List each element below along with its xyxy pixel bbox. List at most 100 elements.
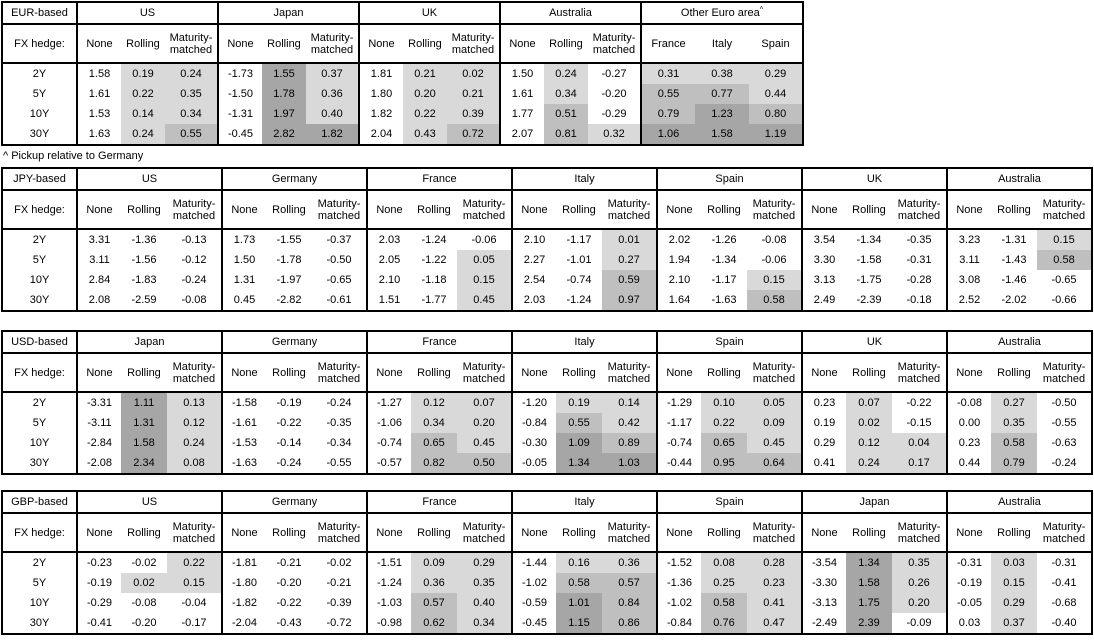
- table-row: 30Y 1.63 0.24 0.55 -0.45 2.82 1.82 2.04 0.43 0.72…: [2, 124, 803, 145]
- country-header: Germany: [221, 491, 367, 514]
- value-cell: 2.02: [656, 229, 701, 250]
- country-header: Japan: [76, 331, 222, 354]
- fx-hedge-column-header: Rolling: [262, 24, 306, 64]
- value-cell: 0.34: [544, 84, 588, 104]
- fx-hedge-column-header: Maturity-matched: [747, 190, 802, 230]
- value-cell: 0.32: [588, 124, 641, 145]
- value-cell: 0.08: [701, 552, 747, 573]
- value-cell: 0.55: [640, 84, 695, 104]
- value-cell: 0.65: [701, 433, 747, 453]
- value-cell: -1.58: [856, 254, 882, 266]
- value-cell: 2.08: [76, 290, 121, 311]
- value-cell: -3.30: [801, 573, 846, 593]
- fx-hedge-column-header: Maturity-matched: [167, 513, 222, 553]
- fx-hedge-column-header: Rolling: [556, 513, 602, 553]
- value-cell: 0.24: [846, 453, 892, 474]
- value-cell: 2.10: [511, 229, 556, 250]
- value-cell: 2.54: [511, 270, 556, 290]
- value-cell: -1.46: [1001, 274, 1027, 286]
- value-cell: 0.24: [165, 63, 218, 84]
- value-cell: 1.50: [499, 63, 544, 84]
- value-cell: 0.17: [892, 453, 947, 474]
- usd-based-table: USD-based Japan Germany France Italy Spain UK A…: [1, 330, 1093, 475]
- value-cell: 0.55: [165, 124, 218, 145]
- value-cell: 1.31: [221, 270, 266, 290]
- table-base-label: GBP-based: [2, 491, 77, 514]
- value-cell: -1.56: [131, 254, 157, 266]
- value-cell: 0.97: [602, 290, 657, 311]
- value-cell: -1.36: [656, 573, 701, 593]
- fx-hedge-column-header: Maturity-matched: [457, 353, 512, 393]
- value-cell: 2.27: [511, 250, 556, 270]
- value-cell: 0.22: [403, 104, 447, 124]
- value-cell: -0.19: [276, 397, 302, 409]
- value-cell: -0.55: [1051, 417, 1077, 429]
- value-cell: -0.65: [326, 274, 352, 286]
- value-cell: -1.29: [656, 392, 701, 413]
- value-cell: -0.23: [76, 552, 121, 573]
- fx-hedge-column-header: Rolling: [121, 190, 167, 230]
- value-cell: 0.72: [447, 124, 500, 145]
- fx-hedge-label: FX hedge:: [2, 190, 77, 230]
- value-cell: 2.39: [846, 613, 892, 634]
- value-cell: 0.01: [602, 229, 657, 250]
- value-cell: -1.50: [217, 84, 262, 104]
- value-cell: 0.44: [749, 84, 803, 104]
- value-cell: -1.58: [221, 392, 266, 413]
- country-header: Spain: [656, 168, 802, 191]
- fx-hedge-column-header: Rolling: [991, 190, 1037, 230]
- value-cell: 2.03: [511, 290, 556, 311]
- value-cell: 1.58: [846, 573, 892, 593]
- value-cell: 0.07: [846, 392, 892, 413]
- value-cell: -1.24: [566, 294, 592, 306]
- value-cell: -1.78: [276, 254, 302, 266]
- value-cell: -0.28: [906, 274, 932, 286]
- fx-hedge-column-header: Rolling: [991, 353, 1037, 393]
- fx-hedge-column-header: Maturity-matched: [457, 513, 512, 553]
- value-cell: 0.12: [846, 433, 892, 453]
- value-cell: 0.15: [991, 573, 1037, 593]
- value-cell: 0.02: [121, 573, 167, 593]
- value-cell: 0.81: [544, 124, 588, 145]
- fx-hedge-column-header: Rolling: [846, 353, 892, 393]
- value-cell: -1.02: [656, 593, 701, 613]
- value-cell: 2.82: [262, 124, 306, 145]
- country-header: Germany: [221, 168, 367, 191]
- value-cell: -0.35: [326, 417, 352, 429]
- value-cell: 0.02: [447, 63, 500, 84]
- value-cell: 1.58: [121, 433, 167, 453]
- value-cell: 0.15: [457, 270, 512, 290]
- value-cell: -0.29: [601, 108, 627, 120]
- value-cell: -2.49: [801, 613, 846, 634]
- value-cell: -1.80: [221, 573, 266, 593]
- value-cell: 0.55: [556, 413, 602, 433]
- value-cell: -0.31: [946, 552, 991, 573]
- country-header: Japan: [217, 2, 359, 25]
- country-header: Japan: [801, 491, 947, 514]
- value-cell: 1.09: [556, 433, 602, 453]
- maturity-row-label: 30Y: [29, 128, 50, 140]
- fx-hedge-column-header: Maturity-matched: [1037, 513, 1092, 553]
- value-cell: -0.06: [471, 234, 497, 246]
- value-cell: 0.24: [121, 124, 165, 145]
- value-cell: 0.29: [457, 552, 512, 573]
- value-cell: -0.17: [181, 617, 207, 629]
- value-cell: -0.13: [181, 234, 207, 246]
- value-cell: -0.63: [1051, 437, 1077, 449]
- value-cell: 0.40: [306, 104, 359, 124]
- value-cell: -1.63: [711, 294, 737, 306]
- value-cell: -0.41: [76, 613, 121, 634]
- value-cell: 1.81: [358, 63, 403, 84]
- table-row: 2Y 1.58 0.19 0.24 -1.73 1.55 0.37 1.81 0.21 0.02 1…: [2, 63, 803, 84]
- value-cell: 1.34: [846, 552, 892, 573]
- fx-hedge-column-header: Rolling: [411, 353, 457, 393]
- value-cell: 0.82: [411, 453, 457, 474]
- value-cell: -0.74: [656, 433, 701, 453]
- value-cell: -0.65: [1051, 274, 1077, 286]
- country-header: France: [366, 331, 512, 354]
- value-cell: -3.13: [801, 593, 846, 613]
- value-cell: 0.28: [747, 552, 802, 573]
- value-cell: -0.21: [276, 557, 302, 569]
- value-cell: 1.19: [749, 124, 803, 145]
- value-cell: 3.08: [946, 270, 991, 290]
